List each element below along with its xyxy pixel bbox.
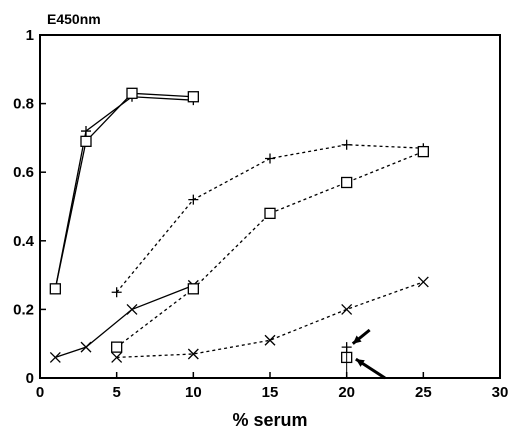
- point-plus: [111, 287, 122, 298]
- point-square: [417, 145, 429, 158]
- x-axis-title: % serum: [232, 410, 307, 430]
- point-x: [111, 351, 123, 363]
- series-square-solid: [49, 87, 199, 295]
- x-tick-label: 0: [36, 384, 44, 401]
- y-axis-title: E450nm: [47, 11, 101, 27]
- x-tick-label: 20: [338, 384, 355, 401]
- series-line: [116, 144, 424, 293]
- y-tick-label: 0.4: [13, 233, 35, 250]
- y-tick-label: 0.2: [13, 301, 34, 318]
- point-plus: [341, 139, 352, 150]
- series-x-dashed: [111, 276, 429, 363]
- point-x: [126, 303, 138, 315]
- series-plus-solid: [50, 91, 199, 294]
- axis-ticks: 0 5 10 15 20 25 30 0 0.2 0.4 0.6 0.8 1: [13, 27, 508, 401]
- series-layer: [49, 87, 429, 378]
- series-line: [55, 284, 194, 359]
- series-line: [54, 96, 194, 289]
- y-tick-label: 1: [26, 27, 34, 44]
- annotation-arrow: [351, 328, 371, 345]
- point-square: [187, 91, 199, 103]
- y-tick-label: 0: [26, 370, 34, 387]
- point-square: [126, 87, 138, 99]
- point-x: [187, 348, 199, 360]
- y-tick-label: 0.8: [13, 96, 34, 113]
- point-plus: [81, 126, 91, 137]
- series-line: [116, 281, 424, 359]
- series-x-solid: [49, 279, 199, 363]
- point-square: [187, 283, 199, 295]
- x-tick-label: 15: [262, 384, 279, 401]
- annotation-layer: [351, 328, 386, 380]
- point-x: [49, 351, 61, 363]
- x-tick-label: 30: [492, 384, 509, 401]
- x-tick-label: 10: [185, 384, 202, 401]
- point-plus: [188, 194, 199, 205]
- point-x: [417, 276, 429, 288]
- series-square-dashed: [111, 145, 429, 353]
- plot-frame: [39, 34, 501, 379]
- point-x: [80, 341, 92, 353]
- series-line: [116, 151, 424, 348]
- point-square: [49, 283, 61, 295]
- point-square: [264, 207, 276, 220]
- point-x: [341, 303, 353, 315]
- annotation-arrow: [355, 357, 386, 380]
- point-x: [264, 334, 276, 346]
- point-square: [341, 176, 353, 189]
- point-square: [111, 341, 123, 353]
- x-tick-label: 5: [112, 384, 120, 401]
- series-line: [54, 92, 194, 289]
- point-plus: [265, 153, 275, 164]
- point-square: [80, 135, 92, 147]
- y-tick-label: 0.6: [13, 164, 34, 181]
- x-tick-label: 25: [415, 384, 432, 401]
